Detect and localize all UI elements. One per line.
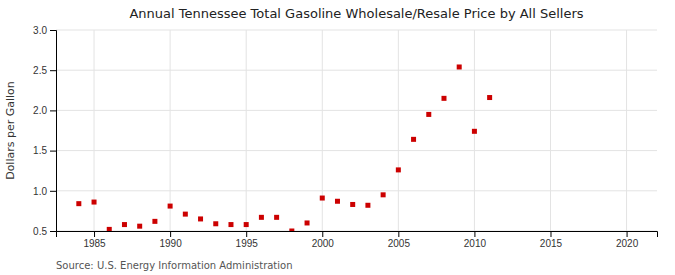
point [198,216,203,221]
point [426,112,431,117]
tick-label: 1.0 [33,186,47,197]
tick: 1990 [159,231,182,249]
grid-line [56,30,657,31]
point [335,199,340,204]
tick: 2010 [464,231,487,249]
tick-mark [50,70,56,71]
tick-label: 3.0 [33,25,47,36]
tick-mark [50,231,56,232]
grid-line [246,30,247,231]
tick-mark [246,231,247,237]
y-axis: 0.5 1.0 1.5 2.0 2.5 3.0 [33,25,56,237]
point [76,201,81,206]
tick-label: 2.0 [33,105,47,116]
tick-mark [550,231,551,237]
point [107,227,112,231]
point [152,219,157,224]
tick: 1995 [236,231,259,249]
tick-label: 2005 [388,238,411,249]
tick-label: 0.5 [33,226,47,237]
tick: 3.0 [33,25,56,36]
axis-line [57,232,658,238]
tick-label: 2000 [312,238,335,249]
point [305,220,310,225]
point [213,221,218,226]
point [381,192,386,197]
point [244,222,249,227]
point [457,64,462,69]
grid-line [56,190,657,191]
point [168,204,173,209]
tick: 1.5 [33,145,56,156]
point [259,215,264,220]
tick-mark [50,30,56,31]
point [137,224,142,229]
tick-mark [94,231,95,237]
point [487,95,492,100]
x-axis: 1985 1990 1995 2000 2005 2010 2015 2020 [57,231,658,249]
tick: 2.5 [33,65,56,76]
tick-label: 2010 [464,238,487,249]
tick: 1.0 [33,186,56,197]
point [350,202,355,207]
grid-line [398,30,399,231]
grid-line [550,30,551,231]
tick-mark [50,110,56,111]
grid-line [170,30,171,231]
annotation: Source: U.S. Energy Information Administ… [56,260,293,271]
grid-line [56,150,657,151]
point [92,200,97,205]
point [183,212,188,217]
grid-line [56,110,657,111]
tick-label: 1985 [83,238,106,249]
tick: 0.5 [33,226,56,237]
point [441,96,446,101]
point [122,222,127,227]
y-axis-title: Dollars per Gallon [4,81,17,180]
point [289,229,294,232]
tick: 1985 [83,231,106,249]
tick: 2020 [616,231,639,249]
tick-label: 2015 [540,238,563,249]
grid [56,30,657,231]
tick-mark [474,231,475,237]
tick-label: 1990 [159,238,182,249]
tick-mark [50,151,56,152]
tick-mark [627,231,628,237]
axis-line [50,31,57,232]
tick-mark [50,191,56,192]
tick: 2.0 [33,105,56,116]
grid-line [56,70,657,71]
points [76,64,492,231]
tick-label: 1995 [236,238,259,249]
tick: 2000 [312,231,335,249]
title: Annual Tennessee Total Gasoline Wholesal… [129,6,583,21]
tick: 2005 [388,231,411,249]
tick-label: 1.5 [33,145,47,156]
point [396,167,401,172]
point [411,137,416,142]
plot: 1985 1990 1995 2000 2005 2010 2015 2020 0.5 1.0 1.… [33,25,657,249]
tick: 2015 [540,231,563,249]
tick-label: 2.5 [33,65,47,76]
point [320,196,325,201]
grid-line [626,30,627,231]
tick-mark [170,231,171,237]
tick-mark [398,231,399,237]
tick-label: 2020 [616,238,639,249]
point [228,222,233,227]
point [365,203,370,208]
point [472,129,477,134]
point [274,215,279,220]
chart: 1985 1990 1995 2000 2005 2010 2015 2020 0.5 1.0 1.… [0,0,675,275]
tick-mark [322,231,323,237]
grid-line [322,30,323,231]
